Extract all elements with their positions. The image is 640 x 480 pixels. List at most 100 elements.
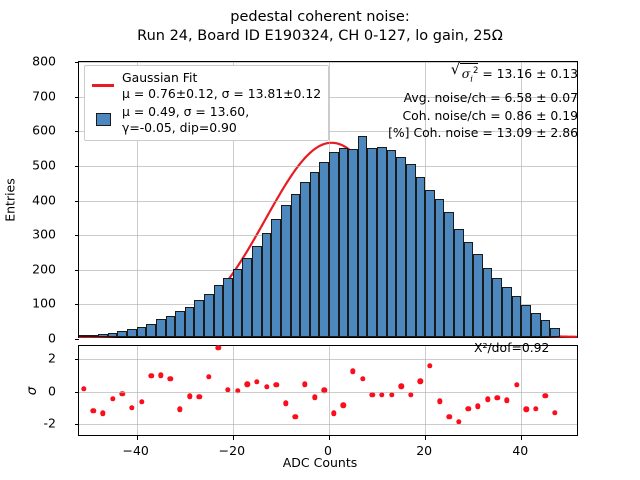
residual-point: [119, 391, 125, 397]
stat-coh-noise-pct-value: = 13.09: [482, 125, 533, 141]
residual-point: [138, 399, 145, 405]
histogram-bar: [482, 267, 493, 337]
gridline-vertical: [232, 62, 234, 337]
histogram-bar: [338, 148, 349, 337]
residual-gridline-horizontal: [79, 359, 577, 360]
stat-coh-noise-label: Coh. noise/ch: [402, 107, 487, 123]
histogram-bar: [329, 151, 339, 337]
residual-point: [523, 406, 529, 413]
residual-point: [475, 403, 481, 409]
histogram-bar: [223, 278, 233, 337]
sqrt-sigma-i-squared-icon: σi2: [451, 62, 479, 89]
histogram-bar: [290, 194, 301, 337]
stat-rms-error: ± 0.13: [536, 66, 578, 82]
residual-point: [513, 381, 520, 388]
residual-point: [148, 373, 154, 379]
y-axis-tick-label: 200: [32, 261, 56, 277]
x-axis-tick-label: 0: [324, 443, 332, 458]
residual-axes: [74, 344, 578, 440]
residual-gridline-horizontal: [79, 424, 577, 425]
y-axis-tick-mark: [74, 235, 79, 237]
residual-point: [408, 392, 414, 398]
histogram-bar: [165, 316, 176, 337]
residual-point: [340, 402, 347, 409]
residual-point: [417, 378, 424, 385]
x-axis-tick-mark: [329, 435, 330, 440]
histogram-bar: [319, 162, 329, 337]
residual-gridline-vertical: [329, 346, 330, 435]
residual-point: [177, 406, 183, 413]
residual-point: [244, 381, 250, 387]
residual-point: [504, 397, 510, 404]
y-axis-tick-mark: [74, 96, 79, 98]
residual-point: [292, 413, 299, 420]
residual-point: [311, 394, 318, 400]
residual-point: [234, 387, 241, 394]
stat-row-coh-noise-pct: [%] Coh. noise = 13.09 ± 2.86: [388, 124, 578, 142]
residual-point: [446, 413, 452, 420]
y-axis-tick-mark: [74, 339, 79, 340]
residual-point: [388, 392, 395, 398]
gridline-horizontal: [79, 62, 577, 63]
y-axis-tick-mark: [74, 269, 79, 271]
residual-point: [542, 392, 549, 399]
legend-hist-text: μ = 0.49, σ = 13.60, γ=-0.05, dip=0.90: [122, 104, 249, 135]
y-axis-tick-label: 300: [32, 226, 56, 242]
stat-coh-noise-value: = 0.86: [490, 107, 533, 123]
histogram-bar: [415, 177, 426, 337]
legend-box: Gaussian Fit μ = 0.76±0.12, σ = 13.81±0.…: [84, 65, 330, 141]
residual-y-axis-label: σ: [24, 386, 40, 396]
stat-avg-noise-label: Avg. noise/ch: [403, 90, 487, 106]
x-axis-tick-label: −20: [218, 443, 246, 458]
legend-fit-params: μ = 0.76±0.12, σ = 13.81±0.12: [122, 85, 322, 101]
residual-point: [215, 344, 222, 351]
histogram-bar: [386, 150, 397, 337]
y-axis-tick-mark: [74, 165, 79, 167]
residual-y-axis-tick-label: 2: [48, 350, 56, 366]
y-axis-tick-label: 700: [32, 88, 56, 104]
residual-point: [283, 400, 289, 406]
residual-point: [196, 393, 202, 400]
histogram-bar: [492, 278, 503, 337]
histogram-bar: [300, 181, 310, 337]
histogram-bar: [502, 286, 512, 337]
histogram-bar: [252, 246, 262, 337]
histogram-bar: [425, 190, 435, 337]
title-line-1: pedestal coherent noise:: [230, 9, 410, 25]
residual-point: [484, 396, 491, 402]
stat-row-coh-noise: Coh. noise/ch = 0.86 ± 0.19: [388, 107, 578, 125]
histogram-bar: [396, 156, 406, 337]
x-axis-tick-mark: [232, 435, 234, 440]
x-axis-tick-mark: [521, 435, 523, 440]
histogram-bar: [540, 320, 551, 337]
histogram-bar: [434, 198, 445, 337]
residual-point: [331, 410, 337, 417]
residual-point: [109, 396, 116, 402]
residual-point: [456, 418, 462, 425]
stat-row-rms: σi2 = 13.16 ± 0.13: [388, 62, 578, 89]
histogram-bar: [184, 306, 195, 337]
histogram-bar: [463, 241, 474, 337]
stat-rms-value: = 13.16: [482, 66, 533, 82]
residual-y-axis-tick-mark: [74, 424, 79, 425]
residual-gridline-vertical: [136, 346, 138, 435]
histogram-bar: [473, 253, 483, 337]
residual-y-axis-tick-mark: [74, 359, 79, 360]
residual-point: [90, 408, 97, 414]
histogram-bar: [88, 335, 99, 337]
histogram-bar: [261, 233, 272, 337]
histogram-bar: [107, 332, 118, 337]
residual-point: [379, 392, 385, 398]
histogram-bar: [348, 149, 358, 337]
histogram-bar: [204, 293, 214, 337]
y-axis-tick-label: 100: [32, 295, 56, 311]
residual-point: [302, 381, 308, 387]
y-axis-tick-label: 800: [32, 53, 56, 69]
stat-coh-noise-pct-error: ± 2.86: [536, 125, 578, 141]
histogram-bar: [117, 331, 128, 337]
histogram-bar: [146, 323, 156, 337]
stat-row-avg-noise: Avg. noise/ch = 6.58 ± 0.07: [388, 89, 578, 107]
y-axis-tick-mark: [74, 304, 79, 306]
residual-gridline-vertical: [425, 346, 427, 435]
